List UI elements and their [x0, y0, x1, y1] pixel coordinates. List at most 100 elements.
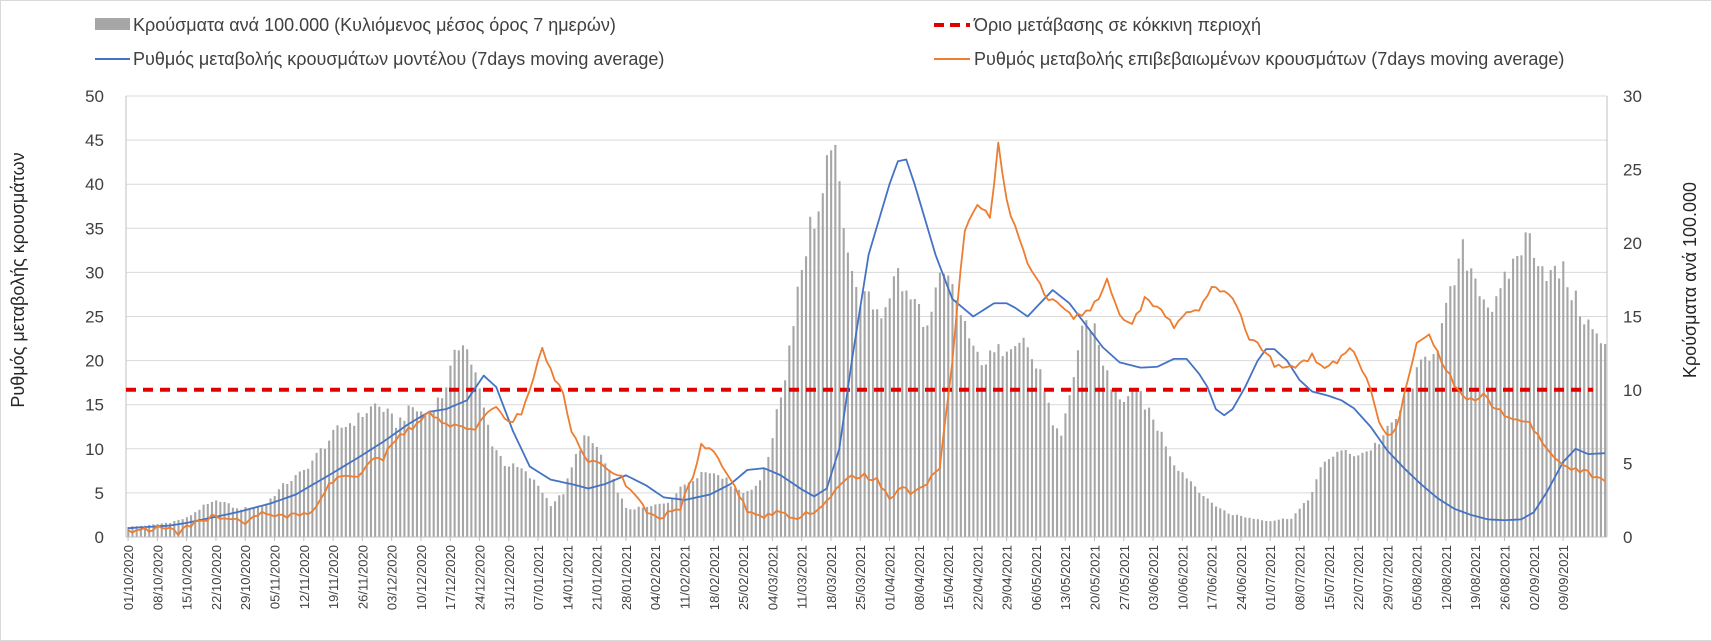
bar-day-216 — [1030, 359, 1034, 537]
bar-day-93 — [516, 467, 519, 537]
bar-day-311 — [1428, 360, 1431, 537]
legend-label-model-rate: Ρυθμός μεταβολής κρουσμάτων μοντέλου (7d… — [133, 49, 664, 69]
x-tick-15/10/2020: 15/10/2020 — [180, 545, 195, 610]
bar-day-100 — [545, 497, 548, 537]
bar-day-129 — [666, 502, 670, 537]
bar-day-241 — [1135, 389, 1138, 537]
x-tick-17/12/2020: 17/12/2020 — [443, 545, 458, 610]
bar-day-327 — [1495, 296, 1498, 537]
bar-day-14 — [185, 517, 188, 537]
bar-day-121 — [633, 509, 636, 537]
bar-day-70 — [420, 411, 423, 537]
bar-day-122 — [637, 506, 640, 537]
bar-day-351 — [1595, 333, 1598, 537]
bar-day-259 — [1210, 502, 1213, 537]
bar-day-154 — [771, 438, 774, 537]
bar-day-289 — [1336, 451, 1339, 537]
bar-day-45 — [315, 452, 318, 537]
bar-day-198 — [955, 300, 958, 537]
bar-day-7 — [156, 524, 159, 537]
bar-day-220 — [1047, 402, 1050, 537]
bar-day-102 — [553, 501, 557, 537]
legend-label-threshold: Όριο μετάβασης σε κόκκινη περιοχή — [973, 15, 1261, 35]
bar-day-27 — [240, 509, 243, 537]
x-tick-09/09/2021: 09/09/2021 — [1556, 545, 1571, 610]
x-tick-01/10/2020: 01/10/2020 — [121, 545, 136, 610]
bar-day-34 — [269, 498, 272, 537]
right-tick-0: 0 — [1623, 528, 1632, 547]
bar-day-111 — [591, 443, 594, 537]
bar-day-65 — [399, 417, 402, 537]
bar-day-114 — [604, 463, 607, 537]
bar-day-231 — [1093, 323, 1096, 537]
bar-day-284 — [1315, 479, 1318, 537]
bar-day-48 — [328, 440, 331, 537]
bar-day-208 — [997, 344, 1000, 537]
bar-day-242 — [1139, 391, 1142, 537]
bar-day-133 — [683, 484, 686, 537]
left-tick-40: 40 — [85, 175, 104, 194]
bar-day-139 — [708, 473, 711, 537]
bar-day-331 — [1512, 258, 1515, 537]
x-tick-05/08/2021: 05/08/2021 — [1410, 545, 1425, 610]
bar-day-64 — [395, 427, 398, 537]
left-tick-10: 10 — [85, 440, 104, 459]
bar-day-337 — [1537, 266, 1540, 537]
bar-day-29 — [248, 508, 251, 537]
bar-day-240 — [1131, 389, 1134, 537]
bar-day-67 — [407, 405, 410, 537]
bar-day-280 — [1298, 508, 1301, 537]
bar-day-288 — [1332, 456, 1335, 537]
bar-day-68 — [411, 407, 414, 537]
bar-day-84 — [478, 388, 481, 537]
bar-day-69 — [415, 411, 419, 537]
bar-day-77 — [449, 365, 452, 537]
line-model-rate — [128, 158, 1605, 530]
bar-day-96 — [528, 478, 531, 537]
legend-item-model-rate: Ρυθμός μεταβολής κρουσμάτων μοντέλου (7d… — [95, 49, 664, 69]
bar-day-157 — [784, 380, 787, 537]
bar-day-105 — [566, 478, 569, 537]
bar-day-62 — [386, 408, 389, 537]
x-tick-02/09/2021: 02/09/2021 — [1527, 545, 1542, 610]
bar-day-73 — [432, 411, 435, 537]
bar-day-85 — [482, 407, 485, 537]
right-tick-10: 10 — [1623, 381, 1642, 400]
x-tick-17/06/2021: 17/06/2021 — [1205, 545, 1220, 610]
bar-day-251 — [1177, 470, 1180, 537]
bar-day-200 — [963, 321, 967, 537]
bar-day-199 — [959, 315, 962, 537]
bar-day-4 — [143, 525, 147, 537]
bar-day-293 — [1353, 456, 1356, 537]
bar-day-309 — [1419, 359, 1423, 537]
bar-day-185 — [901, 291, 904, 537]
bar-day-317 — [1453, 285, 1456, 537]
bar-day-192 — [930, 311, 933, 537]
bar-day-324 — [1482, 299, 1485, 537]
bar-day-214 — [1022, 337, 1025, 537]
bar-day-292 — [1348, 453, 1351, 537]
bar-day-162 — [805, 256, 808, 537]
bar-day-230 — [1089, 331, 1092, 537]
bar-day-144 — [729, 486, 732, 537]
bar-day-256 — [1198, 493, 1201, 537]
bar-day-175 — [859, 306, 862, 537]
bar-day-227 — [1076, 350, 1080, 537]
bar-day-314 — [1440, 323, 1443, 537]
left-tick-0: 0 — [95, 528, 104, 547]
bar-day-142 — [721, 478, 724, 537]
bar-day-233 — [1102, 365, 1105, 537]
bar-day-63 — [390, 413, 393, 537]
bar-day-54 — [353, 425, 356, 537]
bar-day-149 — [750, 489, 753, 537]
bar-day-106 — [570, 467, 573, 537]
bar-day-181 — [884, 307, 887, 537]
bar-day-239 — [1127, 396, 1130, 537]
legend-item-cases: Κρούσματα ανά 100.000 (Κυλιόμενος μέσος … — [95, 15, 616, 35]
bar-day-170 — [838, 181, 841, 537]
x-tick-08/10/2020: 08/10/2020 — [150, 545, 165, 610]
bar-day-130 — [671, 498, 674, 537]
bar-day-205 — [984, 364, 987, 537]
bar-day-215 — [1026, 347, 1029, 537]
bar-day-146 — [738, 489, 741, 537]
